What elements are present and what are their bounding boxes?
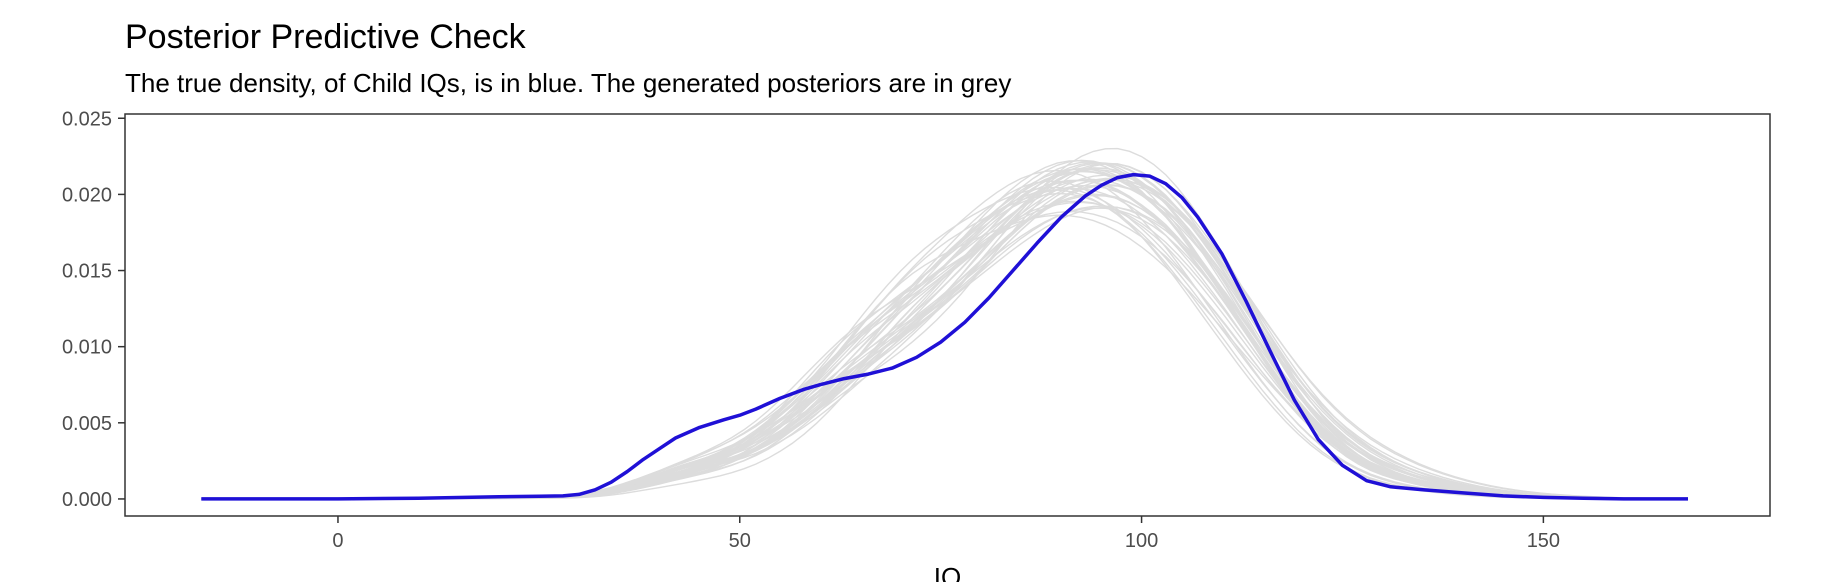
x-tick-label: 0: [332, 530, 343, 552]
posterior-density-line: [201, 167, 1684, 500]
x-tick-label: 50: [729, 530, 751, 552]
y-tick-label: 0.005: [62, 413, 112, 435]
posterior-density-line: [201, 167, 1684, 500]
posterior-density-line: [201, 170, 1685, 500]
posterior-density-line: [201, 147, 1684, 500]
y-tick-label: 0.000: [62, 489, 112, 511]
posterior-density-line: [201, 161, 1684, 500]
plot-panel-border: [124, 113, 1771, 517]
y-tick-label: 0.025: [62, 108, 112, 130]
observed-line-group: [201, 172, 1688, 501]
posterior-lines: [201, 147, 1685, 500]
x-tick-label: 150: [1527, 530, 1560, 552]
posterior-density-line: [201, 170, 1684, 500]
y-axis: 0.000 0.005 0.010 0.015 0.020 0.025: [62, 108, 125, 511]
posterior-density-line: [201, 189, 1684, 500]
posterior-density-line: [201, 159, 1684, 500]
y-tick-label: 0.015: [62, 261, 112, 283]
posterior-density-line: [201, 168, 1684, 500]
y-tick-label: 0.010: [62, 337, 112, 359]
posterior-density-line: [201, 167, 1684, 500]
observed-density-line: [201, 172, 1688, 501]
posterior-density-line: [201, 162, 1684, 500]
posterior-density-line: [201, 205, 1685, 500]
posterior-density-line: [201, 201, 1684, 500]
posterior-density-line: [201, 161, 1685, 500]
chart-title: Posterior Predictive Check: [125, 18, 526, 56]
posterior-density-line: [201, 206, 1685, 500]
posterior-density-line: [201, 174, 1685, 500]
posterior-density-line: [201, 169, 1684, 500]
y-tick-label: 0.020: [62, 184, 112, 206]
posterior-density-line: [201, 193, 1684, 500]
posterior-density-line: [201, 194, 1684, 500]
posterior-density-line: [201, 168, 1685, 500]
x-tick-label: 100: [1125, 530, 1158, 552]
posterior-density-line: [201, 159, 1684, 500]
posterior-density-line: [201, 186, 1684, 500]
chart-subtitle: The true density, of Child IQs, is in bl…: [125, 68, 1012, 98]
posterior-density-line: [201, 163, 1684, 500]
x-axis: 0 50 100 150: [332, 516, 1560, 552]
x-axis-title: IQ: [934, 562, 961, 582]
posterior-density-line: [201, 162, 1684, 500]
posterior-density-line: [201, 192, 1684, 500]
posterior-density-line: [201, 200, 1684, 500]
